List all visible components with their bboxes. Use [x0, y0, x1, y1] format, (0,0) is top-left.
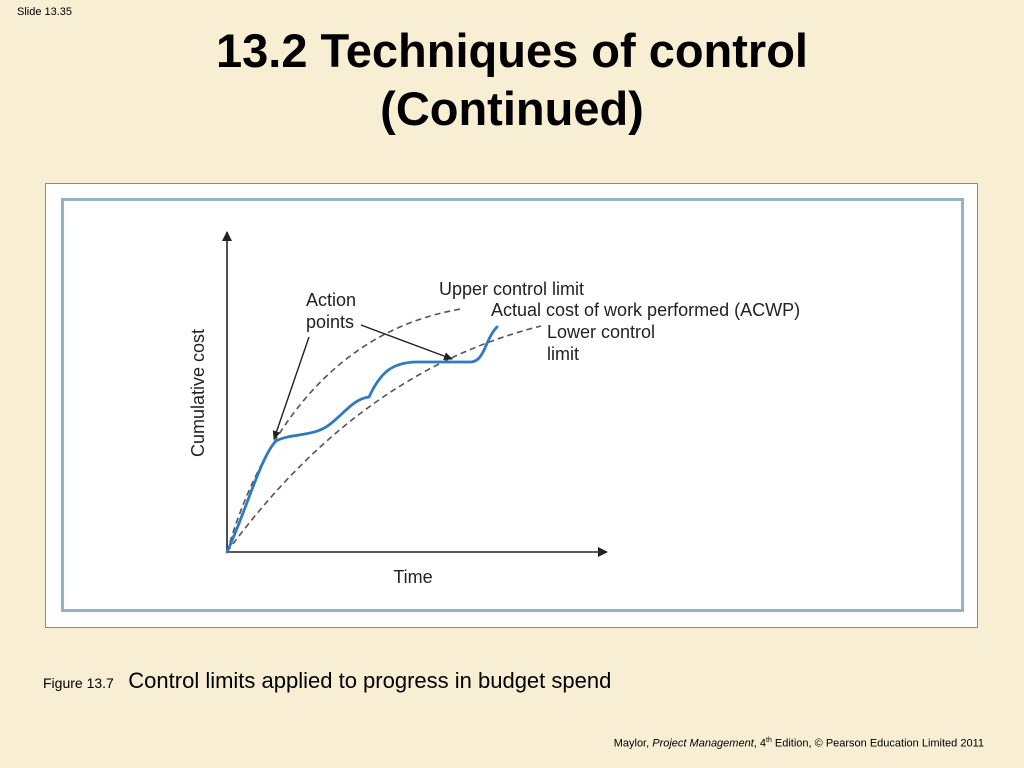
y-axis-label: Cumulative cost — [188, 329, 208, 457]
action-points-label-1: Action — [306, 290, 356, 310]
upper-control-limit-label: Upper control limit — [439, 279, 584, 299]
footer-edition-number: 4 — [759, 737, 766, 750]
footer-publisher: Edition, © Pearson Education Limited 201… — [774, 737, 984, 750]
lower-control-limit-curve — [226, 325, 542, 553]
slide-title: 13.2 Techniques of control (Continued) — [0, 22, 1024, 138]
footer-edition-suffix: th — [766, 737, 772, 744]
action-points-label-2: points — [306, 312, 354, 332]
action-point-arrow-2 — [360, 324, 453, 360]
figure-frame: Cumulative cost Time Action points Upper… — [45, 183, 978, 628]
x-axis-label: Time — [393, 567, 432, 587]
lower-control-limit-label-2: limit — [547, 344, 579, 364]
acwp-curve — [225, 325, 499, 554]
figure-number: Figure 13.7 — [43, 675, 114, 691]
figure-inner-border — [61, 198, 964, 612]
title-line-2: (Continued) — [380, 82, 644, 135]
acwp-label: Actual cost of work performed (ACWP) — [491, 300, 800, 320]
figure-caption: Figure 13.7 Control limits applied to pr… — [43, 668, 611, 694]
footer-book-title: Project Management — [652, 737, 754, 750]
action-point-arrow-1 — [272, 336, 310, 440]
figure-caption-text: Control limits applied to progress in bu… — [128, 668, 612, 693]
upper-control-limit-curve — [226, 308, 462, 553]
slide-number: Slide 13.35 — [17, 6, 73, 18]
control-limits-diagram: Cumulative cost Time Action points Upper… — [188, 231, 800, 587]
lower-control-limit-label-1: Lower control — [547, 322, 655, 342]
title-line-1: 13.2 Techniques of control — [216, 24, 808, 77]
footer-author: Maylor, — [613, 737, 650, 750]
footer-citation: Maylor, Project Management, 4th Edition,… — [613, 737, 984, 750]
